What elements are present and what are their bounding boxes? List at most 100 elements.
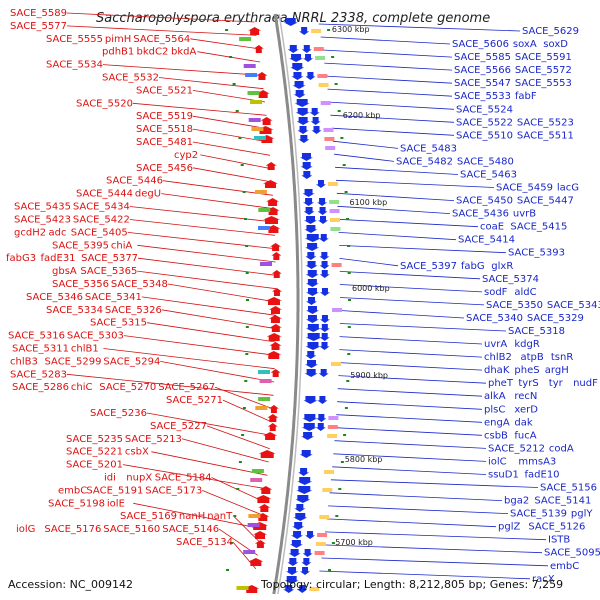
forward-gene-arrow bbox=[265, 162, 277, 170]
feature-block bbox=[250, 100, 263, 104]
connector-right bbox=[325, 75, 453, 84]
reverse-gene-arrow bbox=[305, 333, 322, 341]
gene-label-right: pheS bbox=[514, 365, 539, 376]
gene-label-left: pimH bbox=[105, 34, 131, 45]
gene-label-right: pglZ bbox=[498, 522, 520, 533]
gene-label-left: SACE_5481 bbox=[136, 137, 193, 148]
connector-left bbox=[102, 64, 262, 76]
gene-label-left: SACE_5341 bbox=[85, 292, 142, 303]
reverse-gene-arrow bbox=[301, 171, 313, 179]
connector-right bbox=[323, 544, 543, 554]
feature-block bbox=[329, 200, 340, 204]
gene-label-left: SACE_5520 bbox=[76, 98, 133, 109]
connector-left bbox=[103, 348, 275, 370]
gene-label-right: SACE_5483 bbox=[400, 143, 457, 154]
minor-tick bbox=[226, 569, 229, 571]
feature-block bbox=[331, 263, 342, 267]
connector-right bbox=[320, 36, 451, 45]
gene-label-right: codA bbox=[549, 443, 574, 454]
feature-block bbox=[315, 542, 326, 546]
connector-right bbox=[334, 153, 395, 162]
reverse-gene-arrow bbox=[284, 576, 299, 584]
reverse-gene-arrow bbox=[305, 297, 317, 305]
gene-label-left: fadE31 bbox=[41, 253, 76, 264]
gene-label-left: SACE_5564 bbox=[133, 34, 190, 45]
reverse-gene-arrow bbox=[305, 342, 321, 350]
gene-label-left: idi bbox=[104, 473, 116, 484]
left-gene-labels: SACE_5589 SACE_5577 SACE_5555 pimH SACE_5564… bbox=[6, 8, 233, 548]
feature-block bbox=[330, 227, 341, 231]
gene-label-right: xerD bbox=[514, 404, 538, 415]
reverse-gene-arrow bbox=[305, 288, 319, 296]
forward-gene-arrow bbox=[271, 270, 282, 278]
feature-block bbox=[328, 416, 339, 420]
reverse-gene-arrow bbox=[305, 279, 319, 287]
feature-block bbox=[243, 64, 256, 68]
reverse-gene-arrow bbox=[295, 495, 311, 503]
gene-label-left: SACE_5294 bbox=[103, 356, 160, 367]
connector-left bbox=[141, 296, 276, 316]
connector-left bbox=[197, 51, 261, 63]
feature-block bbox=[324, 137, 335, 141]
connector-left bbox=[137, 257, 276, 276]
feature-block bbox=[247, 523, 260, 527]
forward-gene-arrow bbox=[255, 495, 272, 503]
connector-left bbox=[206, 425, 270, 450]
reverse-gene-arrow bbox=[297, 585, 308, 593]
feature-block bbox=[317, 74, 328, 78]
reverse-gene-arrow bbox=[298, 135, 310, 143]
gene-label-right: glxR bbox=[491, 261, 513, 272]
gene-label-left: SACE_5434 bbox=[73, 202, 130, 213]
reverse-gene-arrow bbox=[317, 198, 328, 206]
feature-block bbox=[327, 425, 338, 429]
connector-right bbox=[322, 49, 453, 58]
reverse-gene-arrow bbox=[305, 243, 320, 251]
reverse-gene-arrow bbox=[318, 234, 329, 242]
feature-block bbox=[309, 587, 320, 591]
gene-label-right: SACE_5572 bbox=[515, 65, 572, 76]
minor-tick bbox=[232, 83, 236, 85]
feature-block bbox=[250, 478, 263, 482]
gene-label-left: SACE_5395 bbox=[52, 240, 109, 251]
reverse-gene-arrow bbox=[319, 261, 330, 269]
connector-right bbox=[339, 349, 483, 358]
gene-label-left: nupX bbox=[126, 473, 152, 484]
connector-right bbox=[336, 414, 483, 423]
gene-label-right: fucA bbox=[514, 430, 536, 441]
connector-left bbox=[161, 309, 276, 330]
reverse-gene-arrow bbox=[305, 252, 317, 260]
forward-gene-arrow bbox=[254, 540, 266, 548]
feature-block bbox=[251, 127, 264, 131]
gene-label-left: SACE_5577 bbox=[10, 21, 67, 32]
gene-label-left: SACE_5346 bbox=[26, 292, 83, 303]
feature-block bbox=[314, 551, 325, 555]
reverse-gene-arrow bbox=[300, 162, 313, 170]
feature-block bbox=[258, 208, 271, 212]
reverse-gene-arrow bbox=[303, 198, 315, 206]
forward-gene-arrow bbox=[268, 405, 279, 413]
feature-block bbox=[254, 190, 267, 194]
feature-block bbox=[320, 101, 331, 105]
connector-right bbox=[338, 232, 457, 241]
reverse-gene-arrow bbox=[293, 513, 308, 521]
reverse-gene-arrow bbox=[289, 540, 303, 548]
feature-block bbox=[258, 370, 270, 374]
gene-label-left: csbX bbox=[125, 447, 149, 458]
connector-right bbox=[338, 375, 487, 384]
gene-label-left: SACE_5201 bbox=[66, 460, 123, 471]
backbone-line-inner bbox=[277, 13, 303, 595]
gene-label-right: iolC bbox=[488, 456, 507, 467]
feature-block bbox=[258, 397, 271, 401]
gene-label-left: SACE_5444 bbox=[76, 189, 133, 200]
minor-tick bbox=[340, 461, 344, 463]
gene-label-left: SACE_5316 bbox=[8, 331, 65, 342]
gene-label-left: pdhB1 bbox=[102, 47, 134, 58]
reverse-gene-arrow bbox=[319, 333, 330, 341]
connector-left bbox=[146, 412, 271, 436]
minor-tick bbox=[340, 137, 344, 139]
gene-label-left: SACE_5267 bbox=[158, 382, 215, 393]
connector-right bbox=[335, 166, 459, 175]
gene-label-left: SACE_5521 bbox=[136, 85, 193, 96]
connector-left bbox=[66, 12, 255, 23]
